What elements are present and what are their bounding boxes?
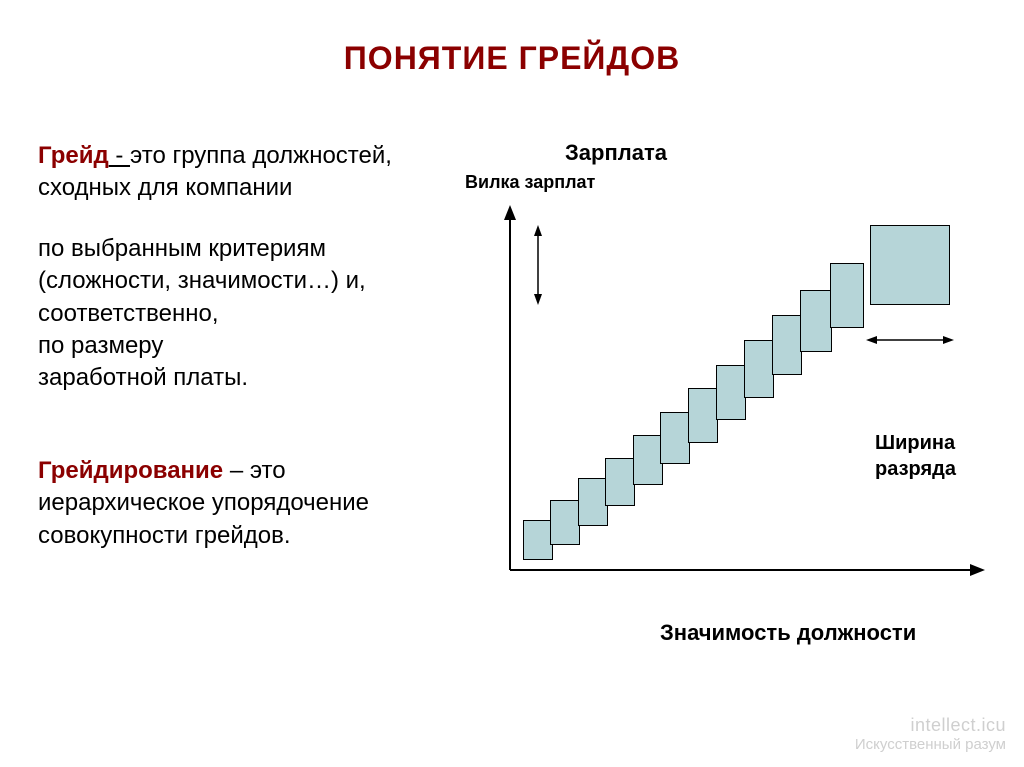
side-label-2: разряда bbox=[875, 458, 956, 480]
term-grading: Грейдирование bbox=[38, 457, 223, 484]
grade-bar-8 bbox=[744, 340, 774, 398]
def1-text-c: по размеру bbox=[38, 332, 163, 359]
watermark: intellect.icu Искусственный разум bbox=[855, 714, 1006, 755]
definition-2: Грейдирование – это иерархическое упоряд… bbox=[38, 455, 458, 552]
definitions-block: Грейд - это группа должностей, сходных д… bbox=[38, 140, 458, 552]
grade-bar-7 bbox=[716, 365, 746, 420]
x-axis-label: Значимость должности bbox=[660, 620, 916, 646]
dash-underline: - bbox=[109, 142, 130, 169]
definition-1-part-a: Грейд - это группа должностей, сходных д… bbox=[38, 140, 458, 205]
definition-1-part-b: по выбранным критериям (сложности, значи… bbox=[38, 233, 458, 395]
side-label-1: Ширина bbox=[875, 432, 955, 454]
side-label: Ширина разряда bbox=[875, 430, 956, 482]
grade-bar-10 bbox=[800, 290, 832, 352]
def1-text-b: по выбранным критериям (сложности, значи… bbox=[38, 235, 366, 327]
def1-text-d: заработной платы. bbox=[38, 364, 248, 391]
grade-bar-1 bbox=[550, 500, 580, 545]
grade-bar-4 bbox=[633, 435, 663, 485]
grade-bar-5 bbox=[660, 412, 690, 464]
watermark-line2: Искусственный разум bbox=[855, 736, 1006, 755]
grade-bar-11 bbox=[830, 263, 864, 328]
grade-bar-12 bbox=[870, 225, 950, 305]
grade-bar-3 bbox=[605, 458, 635, 506]
grade-bar-9 bbox=[772, 315, 802, 375]
grade-bar-6 bbox=[688, 388, 718, 443]
grade-bar-0 bbox=[523, 520, 553, 560]
page-title: ПОНЯТИЕ ГРЕЙДОВ bbox=[0, 0, 1024, 77]
grade-bar-2 bbox=[578, 478, 608, 526]
salary-chart: Зарплата Вилка зарплат Ширина разряда Зн… bbox=[470, 140, 990, 610]
term-grade: Грейд bbox=[38, 142, 109, 169]
watermark-line1: intellect.icu bbox=[855, 714, 1006, 737]
